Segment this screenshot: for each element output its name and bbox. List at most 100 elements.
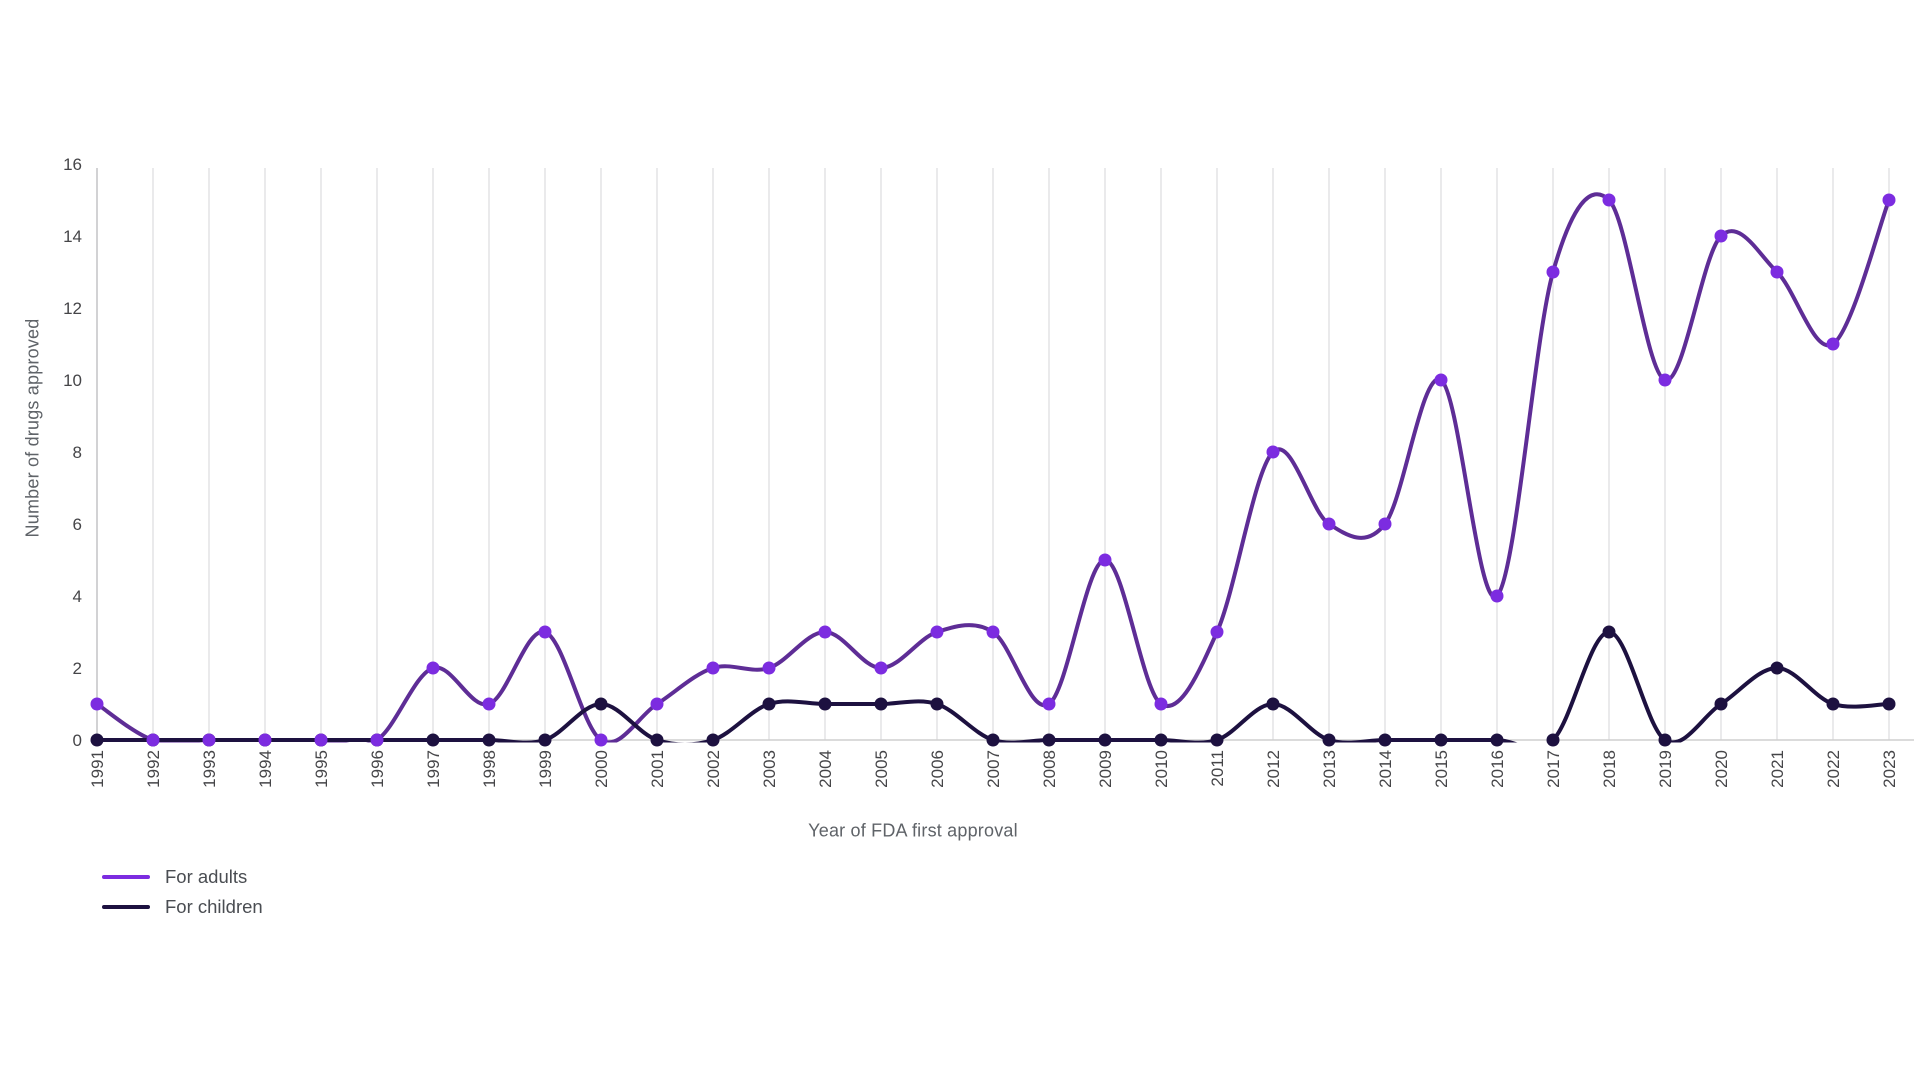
point-children-1991	[90, 733, 104, 747]
point-adults-1999	[538, 625, 552, 639]
point-adults-2023	[1882, 193, 1896, 207]
y-tick-4: 4	[73, 587, 82, 606]
x-tick-1991: 1991	[88, 750, 107, 788]
point-children-2010	[1154, 733, 1168, 747]
point-adults-2010	[1154, 697, 1168, 711]
point-children-2023	[1882, 697, 1896, 711]
point-children-2009	[1098, 733, 1112, 747]
x-tick-2005: 2005	[872, 750, 891, 788]
point-children-2002	[706, 733, 720, 747]
point-children-1999	[538, 733, 552, 747]
point-adults-2020	[1714, 229, 1728, 243]
x-tick-2012: 2012	[1264, 750, 1283, 788]
point-children-2017	[1546, 733, 1560, 747]
point-adults-2004	[818, 625, 832, 639]
point-children-2015	[1434, 733, 1448, 747]
x-tick-2003: 2003	[760, 750, 779, 788]
x-tick-2001: 2001	[648, 750, 667, 788]
x-tick-1999: 1999	[536, 750, 555, 788]
point-children-2019	[1658, 733, 1672, 747]
x-tick-2018: 2018	[1600, 750, 1619, 788]
y-tick-0: 0	[73, 731, 82, 750]
point-adults-1994	[258, 733, 272, 747]
x-tick-2017: 2017	[1544, 750, 1563, 788]
point-adults-1997	[426, 661, 440, 675]
point-adults-2009	[1098, 553, 1112, 567]
point-adults-2022	[1826, 337, 1840, 351]
point-children-2000	[594, 697, 608, 711]
x-tick-2015: 2015	[1432, 750, 1451, 788]
x-tick-2002: 2002	[704, 750, 723, 788]
y-tick-12: 12	[63, 299, 82, 318]
legend-label-children: For children	[165, 896, 263, 917]
y-tick-16: 16	[63, 155, 82, 174]
legend-line-adults	[102, 875, 150, 879]
x-axis-title: Year of FDA first approval	[808, 820, 1018, 841]
point-children-1997	[426, 733, 440, 747]
x-tick-2014: 2014	[1376, 750, 1395, 788]
x-tick-2007: 2007	[984, 750, 1003, 788]
x-tick-2009: 2009	[1096, 750, 1115, 788]
point-adults-2018	[1602, 193, 1616, 207]
x-tick-2020: 2020	[1712, 750, 1731, 788]
x-tick-1998: 1998	[480, 750, 499, 788]
y-tick-14: 14	[63, 227, 82, 246]
x-tick-2008: 2008	[1040, 750, 1059, 788]
point-children-2001	[650, 733, 664, 747]
markers-for-adults	[90, 193, 1896, 747]
point-adults-1991	[90, 697, 104, 711]
x-tick-2021: 2021	[1768, 750, 1787, 788]
legend-item-adults: For adults	[102, 866, 263, 888]
y-axis-title: Number of drugs approved	[22, 318, 43, 538]
point-adults-1996	[370, 733, 384, 747]
point-children-2021	[1770, 661, 1784, 675]
point-children-2003	[762, 697, 776, 711]
point-adults-1995	[314, 733, 328, 747]
point-adults-2003	[762, 661, 776, 675]
point-adults-2013	[1322, 517, 1336, 531]
x-tick-1993: 1993	[200, 750, 219, 788]
y-tick-6: 6	[73, 515, 82, 534]
point-children-2016	[1490, 733, 1504, 747]
x-tick-1995: 1995	[312, 750, 331, 788]
point-children-2011	[1210, 733, 1224, 747]
legend-item-children: For children	[102, 896, 263, 918]
legend-label-adults: For adults	[165, 866, 248, 887]
point-adults-2019	[1658, 373, 1672, 387]
point-adults-2016	[1490, 589, 1504, 603]
point-adults-2000	[594, 733, 608, 747]
x-tick-2023: 2023	[1880, 750, 1899, 788]
point-children-2022	[1826, 697, 1840, 711]
x-tick-2019: 2019	[1656, 750, 1675, 788]
point-children-2005	[874, 697, 888, 711]
point-children-1998	[482, 733, 496, 747]
y-tick-2: 2	[73, 659, 82, 678]
point-children-2014	[1378, 733, 1392, 747]
x-tick-2013: 2013	[1320, 750, 1339, 788]
legend: For adults For children	[102, 866, 263, 918]
point-children-2006	[930, 697, 944, 711]
x-tick-2010: 2010	[1152, 750, 1171, 788]
point-adults-2011	[1210, 625, 1224, 639]
y-tick-8: 8	[73, 443, 82, 462]
legend-line-children	[102, 905, 150, 909]
point-children-2013	[1322, 733, 1336, 747]
point-children-2007	[986, 733, 1000, 747]
x-tick-2016: 2016	[1488, 750, 1507, 788]
point-adults-1993	[202, 733, 216, 747]
point-adults-1998	[482, 697, 496, 711]
x-tick-2006: 2006	[928, 750, 947, 788]
point-adults-2001	[650, 697, 664, 711]
x-tick-1997: 1997	[424, 750, 443, 788]
x-tick-2022: 2022	[1824, 750, 1843, 788]
x-tick-2000: 2000	[592, 750, 611, 788]
point-adults-2002	[706, 661, 720, 675]
point-children-2012	[1266, 697, 1280, 711]
point-children-2020	[1714, 697, 1728, 711]
y-tick-10: 10	[63, 371, 82, 390]
x-tick-2004: 2004	[816, 750, 835, 788]
point-adults-2012	[1266, 445, 1280, 459]
point-children-2008	[1042, 733, 1056, 747]
point-children-2018	[1602, 625, 1616, 639]
point-adults-2015	[1434, 373, 1448, 387]
